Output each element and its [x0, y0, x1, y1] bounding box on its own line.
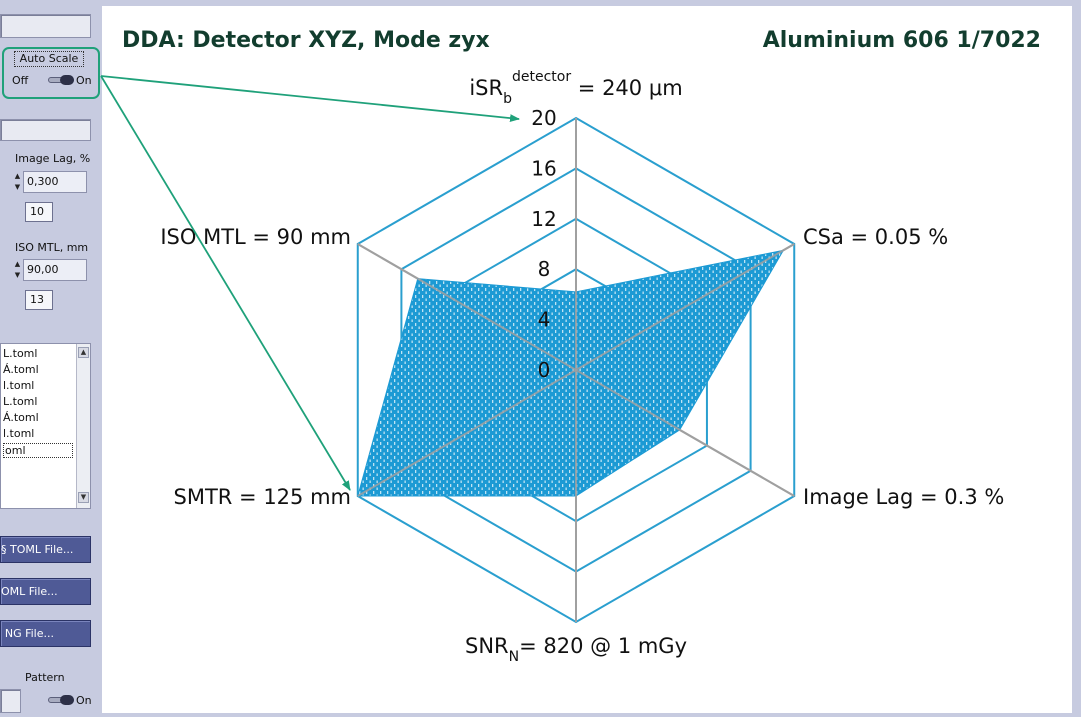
second-input-field[interactable] — [0, 119, 91, 141]
autoscale-highlight — [2, 47, 100, 99]
save-toml-button[interactable]: OML File... — [0, 578, 91, 605]
file-list-item-selected[interactable]: oml — [3, 443, 73, 458]
pattern-label: Pattern — [25, 671, 65, 684]
image-lag-input[interactable]: 0,300 — [23, 171, 87, 193]
scroll-down-icon[interactable]: ▼ — [78, 492, 89, 503]
save-png-button[interactable]: NG File... — [0, 620, 91, 647]
iso-mtl-stepper-icon[interactable]: ▲ ▼ — [14, 260, 21, 279]
file-list[interactable]: L.toml Á.toml l.toml L.toml Á.toml l.tom… — [0, 343, 91, 509]
file-list-item[interactable]: Á.toml — [3, 363, 39, 376]
image-lag-stepper-icon[interactable]: ▲ ▼ — [14, 172, 21, 191]
autoscale-on-label: On — [76, 74, 92, 87]
file-list-item[interactable]: L.toml — [3, 395, 38, 408]
pattern-on-label: On — [76, 694, 92, 707]
file-list-item[interactable]: L.toml — [3, 347, 38, 360]
file-list-item[interactable]: l.toml — [3, 379, 35, 392]
load-toml-button[interactable]: § TOML File... — [0, 536, 91, 563]
file-list-scrollbar[interactable]: ▲ ▼ — [76, 344, 90, 508]
file-list-item[interactable]: Á.toml — [3, 411, 39, 424]
iso-mtl-input[interactable]: 90,00 — [23, 259, 87, 281]
autoscale-label: Auto Scale — [14, 51, 84, 67]
file-list-item[interactable]: l.toml — [3, 427, 35, 440]
iso-mtl-label: ISO MTL, mm — [15, 241, 89, 254]
radar-chart-area — [102, 6, 1072, 713]
autoscale-off-label: Off — [12, 74, 29, 87]
pattern-toggle[interactable] — [48, 695, 74, 705]
control-panel: Auto Scale Off On Image Lag, % ▲ ▼ 0,300 … — [0, 0, 101, 717]
image-lag-index[interactable]: 10 — [25, 202, 53, 222]
autoscale-toggle[interactable] — [48, 75, 74, 85]
iso-mtl-index[interactable]: 13 — [25, 290, 53, 310]
pattern-input-field[interactable] — [0, 689, 21, 713]
image-lag-label: Image Lag, % — [15, 152, 91, 165]
top-input-field[interactable] — [0, 14, 91, 38]
scroll-up-icon[interactable]: ▲ — [78, 347, 89, 358]
